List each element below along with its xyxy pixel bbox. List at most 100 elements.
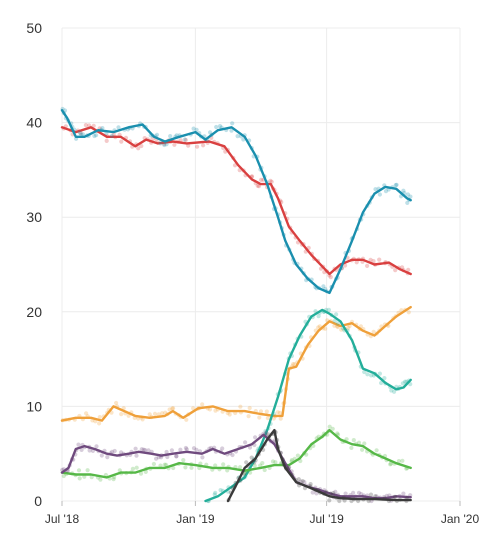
series-4: [204, 307, 413, 504]
poll-dot: [400, 458, 405, 463]
poll-dot: [337, 498, 342, 504]
poll-dot: [158, 463, 163, 468]
poll-dot: [100, 126, 105, 131]
poll-dot: [213, 490, 218, 495]
poll-dot: [167, 407, 172, 412]
poll-dot: [134, 465, 139, 470]
poll-dot: [146, 448, 151, 453]
poll-dot: [382, 376, 387, 381]
poll-dot: [275, 410, 280, 415]
poll-dot: [114, 400, 119, 406]
poll-dot: [195, 144, 200, 149]
series-line: [60, 109, 412, 295]
poll-dot: [97, 415, 102, 420]
poll-dot: [83, 123, 88, 128]
poll-dot: [343, 263, 348, 268]
poll-dot: [248, 470, 253, 475]
poll-dot: [208, 130, 213, 135]
poll-dot: [258, 409, 264, 414]
poll-dot: [252, 463, 257, 468]
poll-dot: [373, 187, 378, 192]
poll-dot: [302, 480, 307, 485]
poll-dot: [134, 453, 139, 458]
poll-dot: [405, 200, 410, 205]
poll-dot: [277, 410, 282, 415]
poll-dot: [356, 440, 362, 445]
poll-dot: [212, 492, 217, 497]
poll-dot: [235, 134, 240, 139]
poll-dot: [218, 488, 223, 493]
x-tick-label: Jul '19: [309, 512, 344, 526]
poll-dot: [184, 447, 189, 452]
poll-dot: [200, 455, 205, 460]
poll-dot: [278, 416, 283, 421]
x-axis: Jul '18 Jan '19 Jul '19 Jan '20: [45, 501, 479, 526]
poll-dot: [189, 465, 194, 470]
series-6: [60, 430, 413, 504]
series-line: [204, 308, 412, 503]
poll-dot: [109, 133, 114, 139]
poll-dot: [295, 453, 300, 458]
y-tick-label: 0: [34, 493, 42, 509]
poll-dot: [76, 468, 82, 473]
poll-dot: [105, 455, 110, 460]
poll-dot: [255, 183, 260, 188]
poll-dot: [401, 188, 406, 193]
poll-dot: [139, 143, 144, 149]
poll-dot: [111, 477, 116, 482]
poll-dot: [259, 177, 264, 182]
poll-dot: [200, 402, 205, 407]
poll-dot: [264, 409, 269, 414]
poll-dot: [371, 329, 376, 334]
poll-dot: [356, 490, 362, 495]
poll-dot: [291, 362, 296, 367]
poll-dot: [104, 138, 109, 143]
series-7: [226, 428, 412, 504]
poll-dot: [346, 325, 351, 331]
poll-dot: [119, 450, 124, 455]
grid-lines: [61, 27, 461, 502]
poll-dot: [323, 326, 328, 331]
poll-dot: [405, 192, 411, 197]
poll-dot: [330, 426, 335, 431]
poll-dot: [140, 417, 145, 422]
poll-dot: [400, 381, 405, 386]
poll-dot: [168, 134, 173, 139]
poll-dot: [344, 437, 349, 442]
poll-dot: [79, 447, 84, 452]
poll-dot: [343, 491, 348, 496]
poll-dot: [371, 259, 376, 264]
poll-dot: [269, 179, 274, 184]
poll-dot: [92, 133, 97, 139]
poll-dot: [349, 445, 354, 450]
poll-dot: [154, 132, 160, 137]
poll-dot: [138, 471, 144, 476]
poll-dot: [217, 124, 223, 129]
poll-dot: [401, 491, 406, 496]
poll-dot: [89, 475, 94, 480]
poll-dot: [253, 435, 258, 440]
poll-dot: [243, 440, 248, 445]
y-tick-label: 10: [26, 398, 42, 414]
poll-dot: [194, 447, 199, 452]
poll-dot: [170, 406, 175, 411]
poll-dot: [244, 460, 249, 465]
y-tick-label: 40: [26, 115, 42, 131]
poll-dot: [164, 449, 169, 455]
poll-dot: [182, 137, 187, 142]
poll-dot: [362, 369, 367, 375]
poll-dot: [77, 130, 82, 135]
poll-dot: [174, 454, 179, 459]
poll-dot: [229, 128, 234, 133]
poll-dot: [91, 123, 96, 128]
poll-dot: [174, 454, 179, 459]
y-tick-label: 20: [26, 304, 42, 320]
poll-dot: [152, 411, 158, 416]
poll-dot: [249, 455, 254, 460]
poll-dot: [368, 257, 373, 262]
series-1: [60, 123, 412, 280]
poll-dot: [262, 467, 267, 473]
poll-dot: [331, 491, 336, 496]
poll-dot: [316, 325, 321, 330]
poll-dot: [308, 482, 313, 487]
